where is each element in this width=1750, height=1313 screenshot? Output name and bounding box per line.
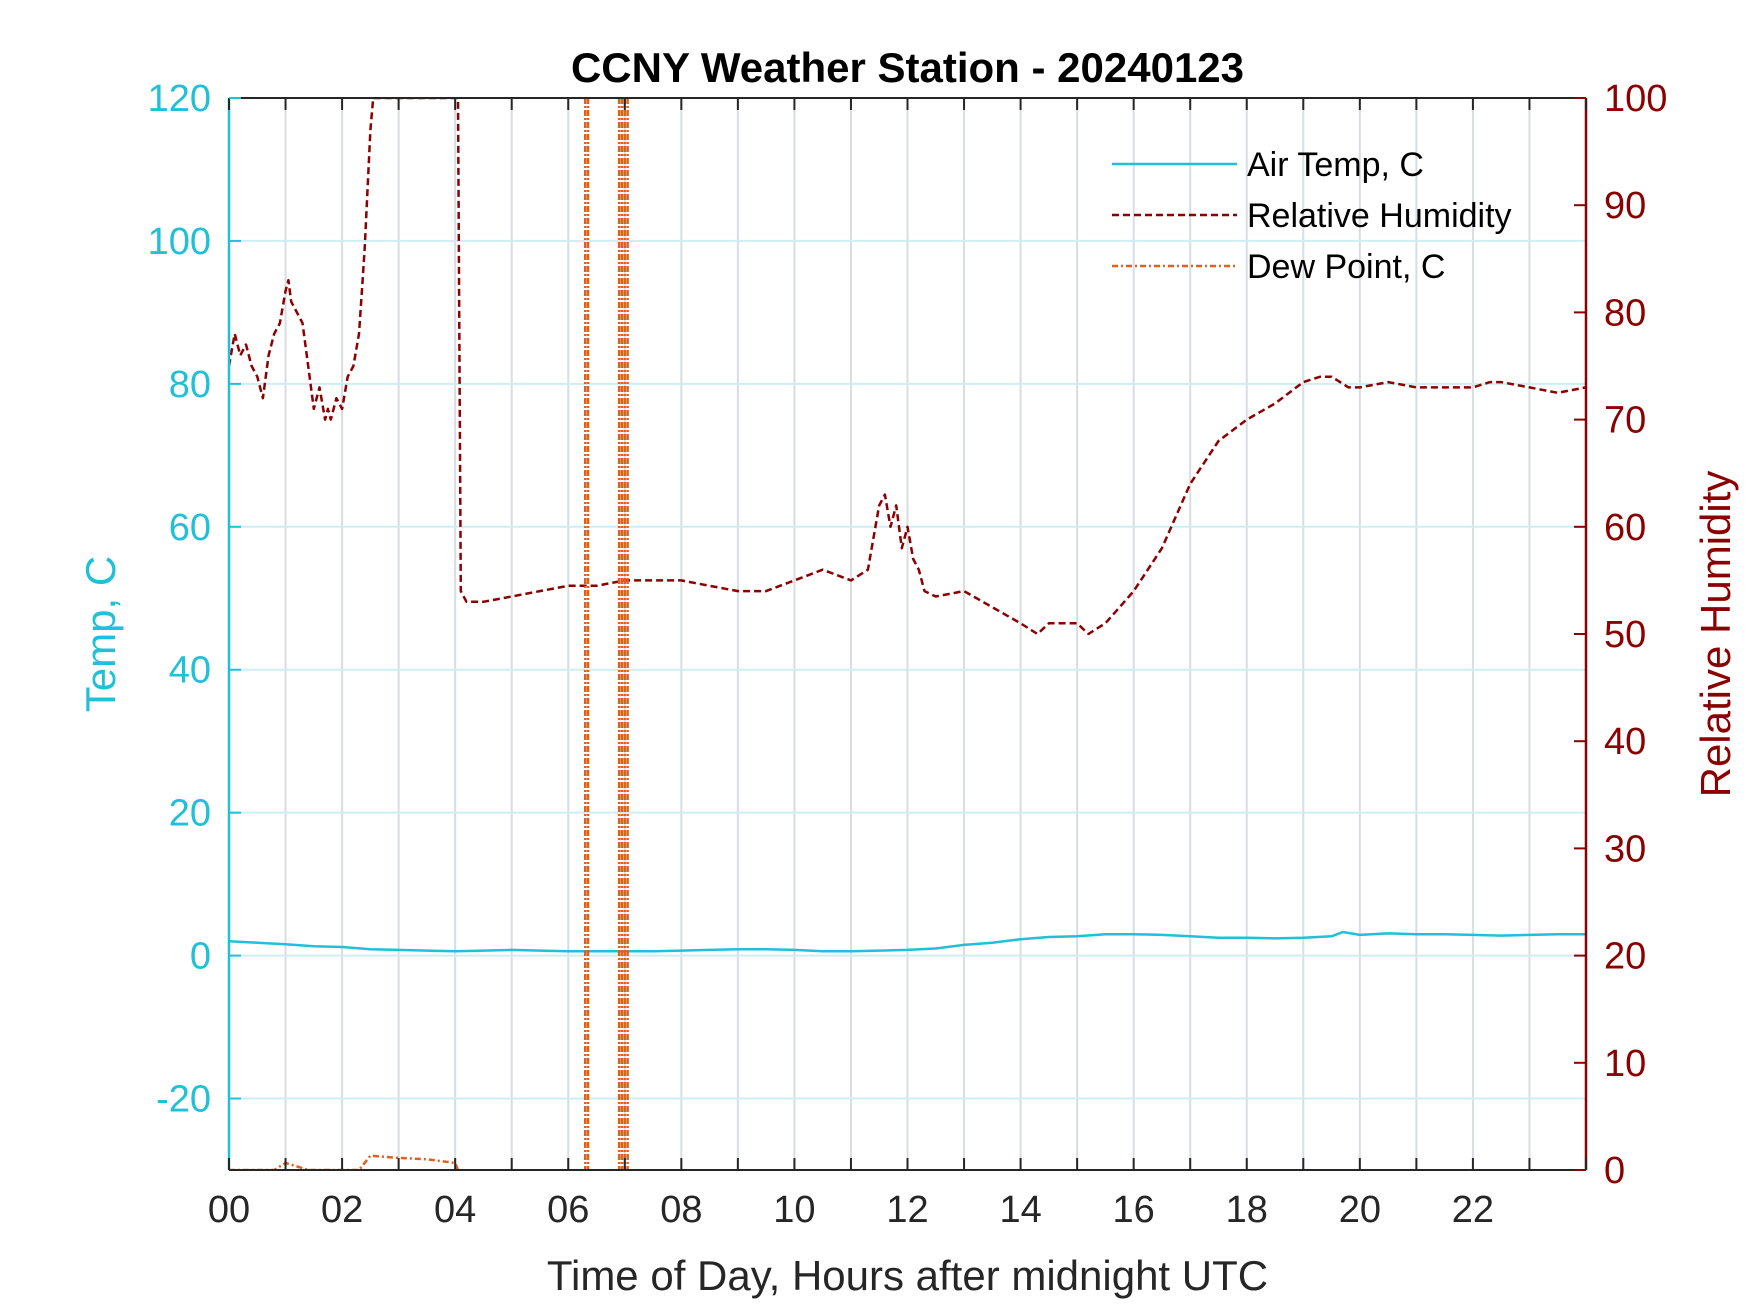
y-right-tick-label: 10	[1604, 1043, 1646, 1085]
series-dew-point-line	[229, 1154, 460, 1170]
series-air-temp-line	[229, 930, 1586, 953]
y-left-tick-label: 120	[148, 78, 211, 120]
y-right-tick-label: 90	[1604, 185, 1646, 227]
x-tick-label: 06	[547, 1189, 589, 1231]
x-tick-label: 16	[1113, 1189, 1155, 1231]
x-tick-label: 14	[999, 1189, 1041, 1231]
y-left-tick-label: 40	[169, 650, 211, 692]
x-tick-label: 18	[1226, 1189, 1268, 1231]
legend-entry-label: Dew Point, C	[1247, 248, 1445, 286]
x-tick-label: 02	[321, 1189, 363, 1231]
series-layer	[229, 98, 1586, 1170]
y-left-tick-label: 20	[169, 793, 211, 835]
y-right-tick-label: 30	[1604, 828, 1646, 870]
y-left-tick-label: -20	[156, 1079, 211, 1121]
y-left-tick-label: 0	[190, 936, 211, 978]
x-tick-label: 22	[1452, 1189, 1494, 1231]
y-right-tick-label: 0	[1604, 1150, 1625, 1192]
legend-entry-label: Air Temp, C	[1247, 146, 1424, 184]
y-right-tick-label: 80	[1604, 292, 1646, 334]
x-tick-label: 00	[208, 1189, 250, 1231]
y-left-tick-label: 80	[169, 364, 211, 406]
x-tick-label: 12	[886, 1189, 928, 1231]
y-right-tick-label: 60	[1604, 507, 1646, 549]
series-clip-group	[229, 98, 1586, 1170]
x-tick-label: 08	[660, 1189, 702, 1231]
y-right-tick-label: 40	[1604, 721, 1646, 763]
legend-entry-label: Relative Humidity	[1247, 197, 1512, 235]
y-right-axis-label: Relative Humidity	[1692, 471, 1739, 798]
y-right-tick-label: 100	[1604, 78, 1667, 120]
y-left-axis-label: Temp, C	[77, 556, 124, 712]
x-tick-label: 04	[434, 1189, 476, 1231]
y-right-tick-label: 70	[1604, 400, 1646, 442]
series-relative-humidity-line	[229, 98, 1586, 636]
x-tick-label: 20	[1339, 1189, 1381, 1231]
y-right-tick-label: 20	[1604, 936, 1646, 978]
y-left-tick-label: 100	[148, 221, 211, 263]
chart-title: CCNY Weather Station - 20240123	[571, 44, 1244, 91]
x-axis-label: Time of Day, Hours after midnight UTC	[547, 1252, 1268, 1299]
ticks: 00 02 04 06 08 10 12 14 16 18 20 22-200204060801001…	[148, 78, 1668, 1231]
y-right-tick-label: 50	[1604, 614, 1646, 656]
x-tick-label: 10	[773, 1189, 815, 1231]
y-left-tick-label: 60	[169, 507, 211, 549]
legend: Air Temp, C Relative Humidity Dew Point, C	[1112, 146, 1512, 286]
